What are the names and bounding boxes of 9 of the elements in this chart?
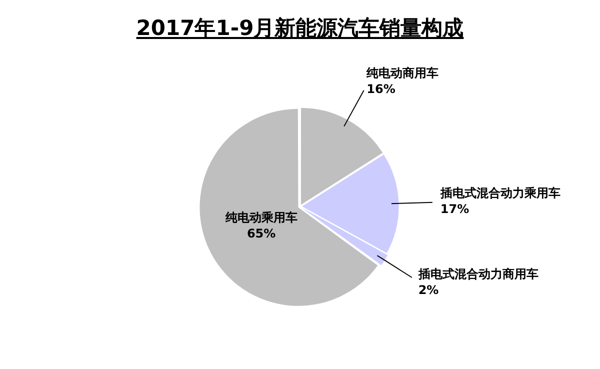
data-label: 2% [418, 282, 439, 297]
data-label: 17% [440, 202, 470, 216]
slice-label: 插电式混合动力商用车 [417, 266, 538, 281]
slice-label: 纯电动乘用车 [224, 210, 298, 224]
chart-title: 2017年1-9月新能源汽车销量构成 [135, 15, 465, 42]
slice-label: 插电式混合动力乘用车 [439, 186, 560, 200]
data-label: 16% [366, 82, 396, 96]
data-label: 65% [246, 226, 276, 240]
slice-label: 纯电动商用车 [366, 66, 439, 80]
